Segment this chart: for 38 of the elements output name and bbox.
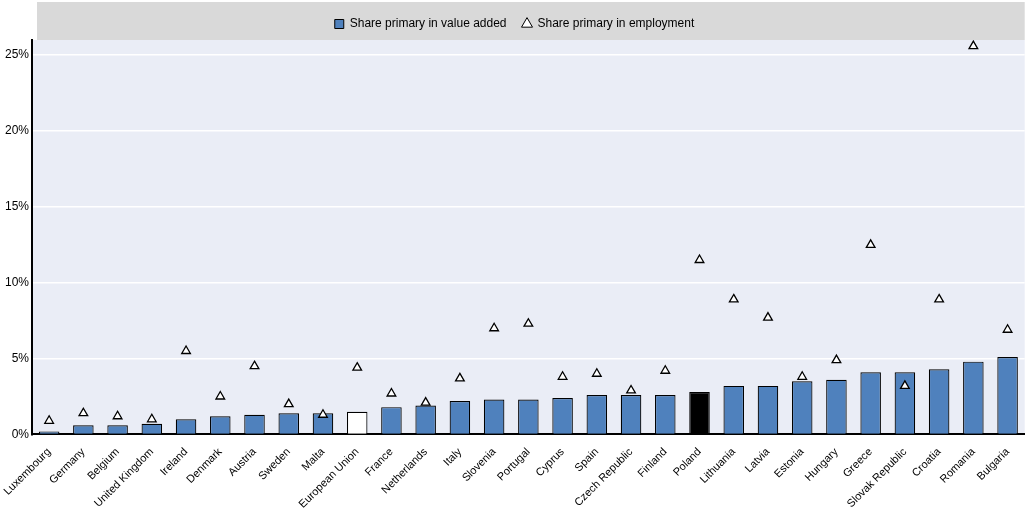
y-tick-label: 15% xyxy=(4,199,30,214)
point xyxy=(146,413,157,423)
y-tick-label: 20% xyxy=(4,123,30,138)
point xyxy=(660,365,671,374)
point xyxy=(215,390,226,400)
point xyxy=(557,371,568,380)
y-tick-label: 5% xyxy=(11,350,30,365)
point xyxy=(318,409,328,418)
legend-label: Share primary in value added xyxy=(349,16,507,31)
point xyxy=(591,368,602,377)
point xyxy=(899,380,910,390)
point xyxy=(283,398,294,408)
point xyxy=(352,362,363,371)
point xyxy=(797,371,808,380)
point xyxy=(934,293,945,303)
point xyxy=(626,384,637,394)
y-tick-label: 0% xyxy=(11,426,30,441)
point xyxy=(420,396,431,406)
point xyxy=(762,311,773,321)
point xyxy=(454,372,465,382)
point xyxy=(44,415,55,424)
point xyxy=(386,387,397,397)
point xyxy=(968,40,979,50)
point xyxy=(1002,324,1013,333)
point xyxy=(865,239,876,248)
point xyxy=(728,293,739,303)
point xyxy=(78,407,89,417)
point xyxy=(523,318,534,327)
point xyxy=(694,254,705,264)
point xyxy=(181,345,192,355)
point xyxy=(249,360,260,370)
x-tick-label: Italy xyxy=(440,444,464,468)
point xyxy=(112,410,123,420)
point xyxy=(831,354,842,364)
y-tick-label: 10% xyxy=(4,275,30,290)
y-tick-label: 25% xyxy=(4,47,30,62)
point xyxy=(489,322,500,332)
legend-label: Share primary in employment xyxy=(537,16,695,31)
